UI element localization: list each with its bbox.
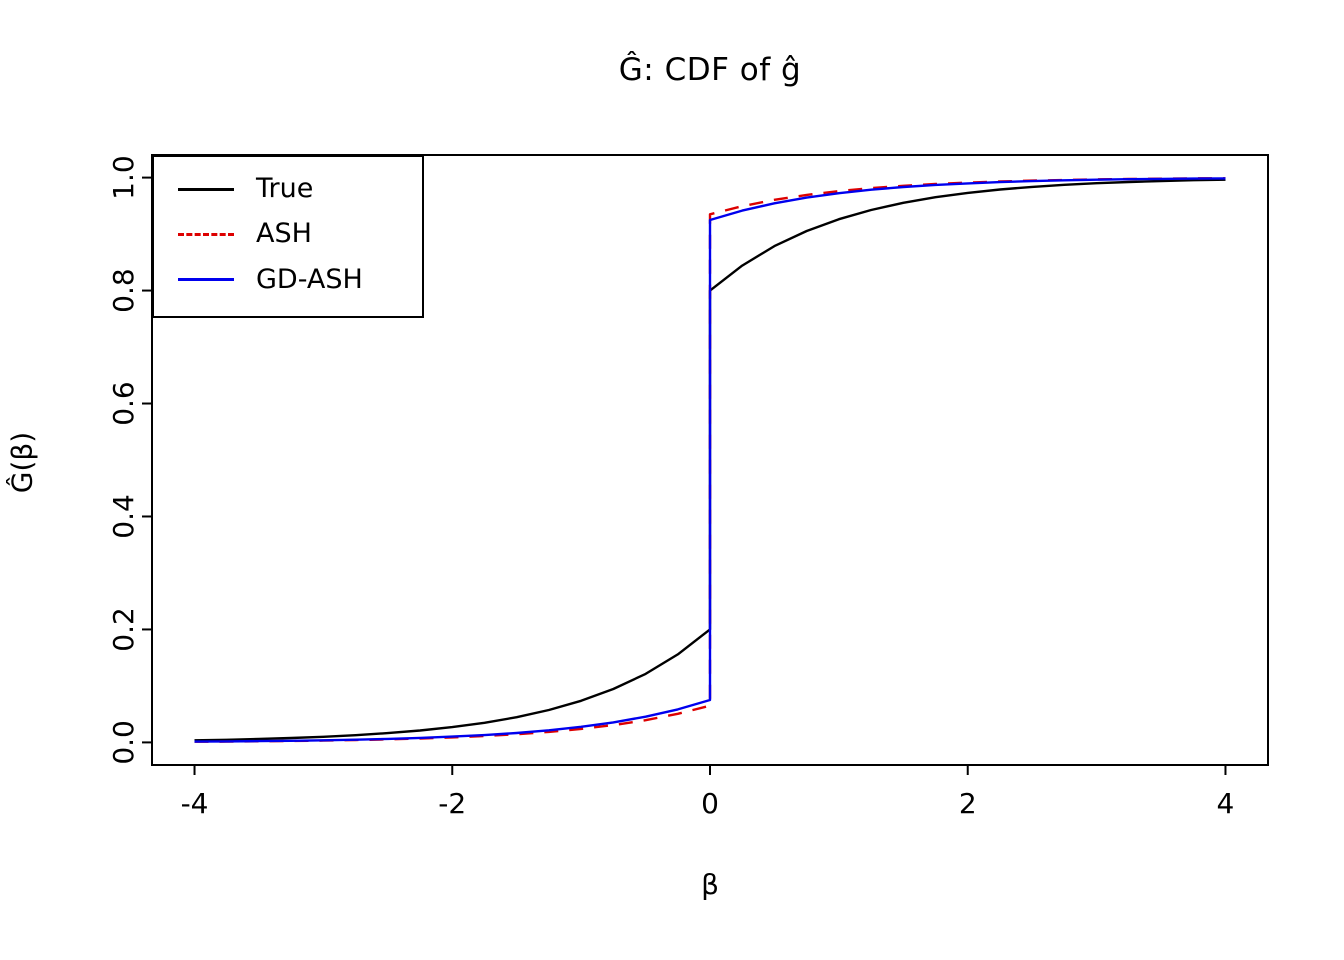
x-axis-label: β	[701, 868, 719, 901]
y-tick-label: 1.0	[107, 155, 140, 200]
legend-label: ASH	[256, 218, 312, 250]
legend-label: GD-ASH	[256, 263, 363, 295]
y-tick-label: 0.0	[107, 720, 140, 765]
y-tick-label: 0.8	[107, 268, 140, 313]
legend-label: True	[256, 173, 314, 204]
y-tick-label: 0.6	[107, 381, 140, 426]
chart-title: Ĝ: CDF of ĝ	[618, 52, 802, 88]
legend-line-sample	[178, 233, 234, 237]
y-tick-label: 0.4	[107, 494, 140, 539]
legend: True ASH GD-ASH	[152, 155, 424, 319]
x-tick-label: 2	[959, 787, 977, 820]
x-tick-label: 0	[701, 787, 719, 820]
series-gd-ash	[194, 177, 1226, 743]
legend-item-ash: ASH	[178, 218, 412, 250]
legend-line-sample	[178, 187, 234, 191]
x-tick-label: 4	[1217, 787, 1235, 820]
y-axis-label: Ĝ(β)	[5, 431, 39, 494]
legend-item-true: True	[178, 173, 412, 205]
legend-item-gd-ash: GD-ASH	[178, 264, 412, 296]
legend-line-sample	[178, 278, 234, 282]
x-tick-label: -2	[438, 787, 466, 820]
y-tick-label: 0.2	[107, 607, 140, 652]
x-tick-label: -4	[181, 787, 209, 820]
